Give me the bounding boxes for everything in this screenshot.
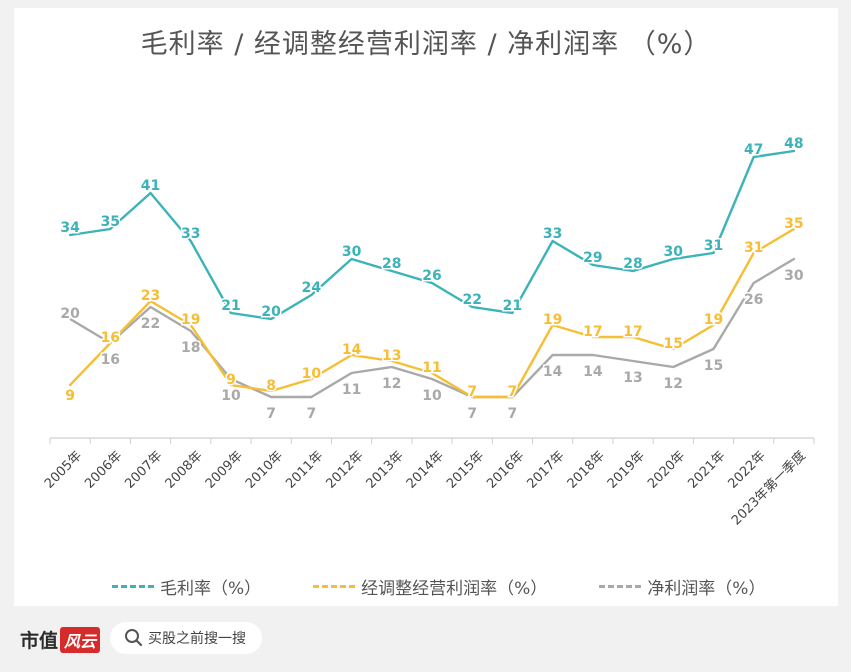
data-label: 20 xyxy=(261,304,281,320)
x-tick-label: 2010年 xyxy=(243,448,286,491)
data-label: 21 xyxy=(221,298,240,314)
series-line-2 xyxy=(68,257,796,399)
legend-item-net-margin: 净利润率（%） xyxy=(599,574,765,599)
legend-swatch-net-margin xyxy=(599,584,642,588)
x-tick-label: 2005年 xyxy=(42,448,85,491)
search-box[interactable]: 买股之前搜一搜 xyxy=(110,622,262,654)
data-label: 26 xyxy=(422,268,441,284)
data-label: 30 xyxy=(664,244,684,260)
x-tick-label: 2011年 xyxy=(283,448,326,491)
data-label: 14 xyxy=(583,364,603,380)
data-label: 17 xyxy=(583,324,602,340)
x-tick-label: 2015年 xyxy=(444,448,487,491)
data-label: 16 xyxy=(101,330,120,346)
data-label: 24 xyxy=(302,280,322,296)
data-label: 7 xyxy=(508,406,518,422)
data-label: 28 xyxy=(623,256,642,272)
series-line-1 xyxy=(68,227,796,399)
data-label: 12 xyxy=(664,376,683,392)
brand-logo: 市值 风云 xyxy=(20,626,101,653)
data-label: 13 xyxy=(382,348,401,364)
data-label: 11 xyxy=(422,360,441,376)
data-label: 33 xyxy=(543,226,562,242)
chart-card: 毛利率 / 经调整经营利润率 / 净利润率 （%） 2005年 2006年 2007… xyxy=(14,8,838,606)
data-label: 8 xyxy=(266,378,276,394)
data-label: 16 xyxy=(101,352,120,368)
data-label: 34 xyxy=(60,220,80,236)
data-label: 26 xyxy=(744,292,763,308)
x-tick-label: 2013年 xyxy=(364,448,407,491)
x-tick-label: 2023年第一季度 xyxy=(728,448,809,529)
data-label: 30 xyxy=(784,268,804,284)
data-label: 33 xyxy=(181,226,200,242)
legend-swatch-adjusted-operating-margin xyxy=(313,584,356,588)
data-label: 19 xyxy=(543,312,562,328)
legend-item-gross-margin: 毛利率（%） xyxy=(112,574,261,599)
data-label: 7 xyxy=(266,406,276,422)
chart-title: 毛利率 / 经调整经营利润率 / 净利润率 （%） xyxy=(140,29,712,60)
data-label: 15 xyxy=(704,358,723,374)
x-tick-label: 2009年 xyxy=(203,448,246,491)
data-label: 7 xyxy=(508,384,518,400)
x-tick-label: 2016年 xyxy=(484,448,527,491)
data-label: 22 xyxy=(141,316,160,332)
data-label: 10 xyxy=(221,388,241,404)
data-label: 23 xyxy=(141,288,160,304)
data-label: 14 xyxy=(543,364,563,380)
x-tick-label: 2006年 xyxy=(82,448,125,491)
data-label: 31 xyxy=(704,238,723,254)
data-label: 18 xyxy=(181,340,200,356)
data-label: 35 xyxy=(784,216,803,232)
data-label: 13 xyxy=(623,370,642,386)
chart-legend: 毛利率（%） 经调整经营利润率（%） 净利润率（%） xyxy=(112,574,817,599)
x-tick-label: 2014年 xyxy=(404,448,447,491)
data-label: 20 xyxy=(60,306,80,322)
search-icon xyxy=(125,629,143,647)
x-tick-label: 2017年 xyxy=(524,448,567,491)
brand-mark: 风云 xyxy=(60,626,101,653)
data-label: 17 xyxy=(623,324,642,340)
data-label: 19 xyxy=(704,312,723,328)
data-label: 35 xyxy=(101,214,120,230)
legend-item-adjusted-operating-margin: 经调整经营利润率（%） xyxy=(313,574,547,599)
x-tick-label: 2020年 xyxy=(645,448,688,491)
x-tick-label: 2018年 xyxy=(565,448,608,491)
brand-text: 市值 xyxy=(20,630,59,652)
data-label: 28 xyxy=(382,256,401,272)
data-label: 30 xyxy=(342,244,362,260)
data-label: 7 xyxy=(306,406,316,422)
legend-label-net-margin: 净利润率（%） xyxy=(647,578,766,599)
legend-label-adjusted-operating-margin: 经调整经营利润率（%） xyxy=(361,578,548,599)
data-label: 12 xyxy=(382,376,401,392)
data-label: 21 xyxy=(503,298,522,314)
data-label: 48 xyxy=(784,136,803,152)
data-label: 7 xyxy=(467,406,477,422)
search-placeholder: 买股之前搜一搜 xyxy=(148,631,246,647)
data-label: 19 xyxy=(181,312,200,328)
data-label: 22 xyxy=(462,292,481,308)
x-tick-label: 2012年 xyxy=(323,448,366,491)
data-label: 9 xyxy=(226,372,236,388)
data-label: 14 xyxy=(342,342,362,358)
data-label: 15 xyxy=(664,336,683,352)
data-label: 10 xyxy=(302,366,322,382)
x-tick-label: 2008年 xyxy=(163,448,206,491)
footer-bar: 市值 风云 买股之前搜一搜 xyxy=(0,612,851,672)
data-label: 9 xyxy=(65,388,75,404)
legend-swatch-gross-margin xyxy=(112,584,154,588)
x-tick-label: 2019年 xyxy=(605,448,648,491)
data-label: 29 xyxy=(583,250,602,266)
x-tick-label: 2021年 xyxy=(685,448,728,491)
legend-label-gross-margin: 毛利率（%） xyxy=(160,578,262,599)
data-label: 11 xyxy=(342,382,361,398)
data-label: 31 xyxy=(744,240,763,256)
data-label: 10 xyxy=(422,388,442,404)
data-label: 41 xyxy=(141,178,160,194)
data-label: 47 xyxy=(744,142,763,158)
x-tick-label: 2007年 xyxy=(122,448,165,491)
line-chart: 2005年2006年2007年2008年2009年2010年2011年2012年… xyxy=(42,135,815,529)
series-line-0 xyxy=(68,149,796,321)
data-label: 7 xyxy=(467,384,477,400)
